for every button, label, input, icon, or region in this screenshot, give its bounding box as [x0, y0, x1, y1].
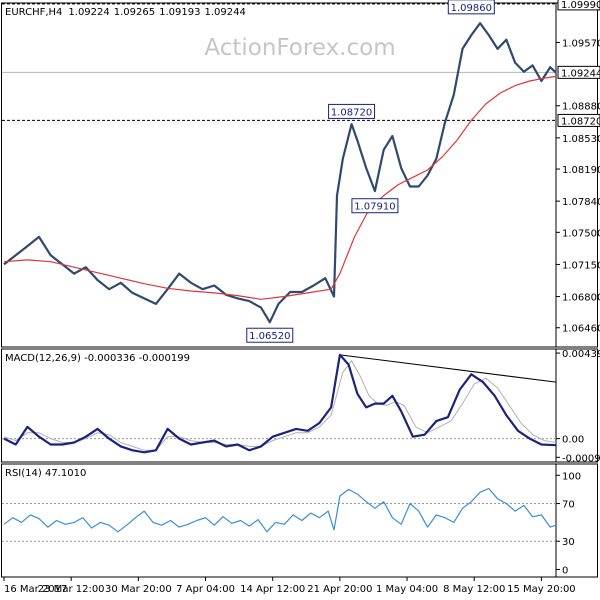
macd-series-signal — [3, 360, 557, 451]
price-tick-label-2: 1.09244 — [561, 68, 600, 79]
price-header-low: 1.09193 — [159, 7, 200, 18]
price-label-box-0 — [557, 0, 600, 11]
price-header-open: 1.09224 — [68, 7, 109, 18]
time-tick-label-7: 8 May 12:00 — [443, 584, 505, 595]
rsi-series — [3, 487, 557, 533]
price-header-close: 1.09244 — [204, 7, 245, 18]
annotation-box-1 — [328, 103, 376, 119]
rsi-panel-frame — [1, 463, 598, 578]
price-header-high: 1.09265 — [114, 7, 155, 18]
price-series-price — [3, 22, 557, 324]
rsi-tick-label-1: 70 — [562, 500, 575, 511]
price-panel: ActionForex.com EURCHF,H4 1.09224 1.09265 1.… — [1, 0, 600, 348]
price-label-box-2 — [557, 65, 600, 79]
annotation-box-2 — [351, 198, 399, 214]
macd-tick-label-1: 0.00 — [562, 435, 584, 446]
price-panel-frame — [1, 2, 598, 348]
time-tick-label-2: 30 Mar 20:00 — [105, 584, 172, 595]
annotation-label-3: 1.09860 — [451, 3, 492, 14]
price-tick-label-11: 1.06460 — [562, 324, 600, 335]
annotation-box-3 — [447, 0, 495, 15]
time-tick-label-5: 21 Apr 20:00 — [307, 584, 372, 595]
annotation-box-0 — [246, 327, 294, 343]
macd-series-macd — [3, 353, 557, 454]
watermark: ActionForex.com — [204, 35, 395, 61]
annotation-label-1: 1.08720 — [331, 107, 372, 118]
rsi-tick-label-2: 30 — [562, 537, 575, 548]
price-header-symbol: EURCHF,H4 — [5, 7, 62, 18]
price-tick-label-5: 1.08530 — [562, 134, 600, 145]
time-tick-label-3: 7 Apr 04:00 — [176, 584, 235, 595]
rsi-tick-label-3: 0 — [562, 565, 568, 576]
time-tick-label-6: 1 May 04:00 — [376, 584, 438, 595]
rsi-tick-label-0: 100 — [562, 471, 581, 482]
macd-panel-frame — [1, 348, 598, 463]
macd-tick-label-0: 0.004391 — [562, 349, 600, 360]
time-tick-label-0: 16 Mar 2017 — [4, 584, 67, 595]
price-tick-label-6: 1.08190 — [562, 165, 600, 176]
price-tick-label-7: 1.07840 — [562, 197, 600, 208]
price-tick-label-9: 1.07150 — [562, 260, 600, 271]
macd-header: MACD(12,26,9) -0.000336 -0.000199 — [5, 353, 190, 364]
price-tick-label-3: 1.08880 — [562, 102, 600, 113]
price-tick-label-1: 1.09570 — [562, 38, 600, 49]
time-tick-label-8: 15 May 20:00 — [507, 584, 576, 595]
price-tick-label-0: 1.09990 — [561, 0, 600, 11]
price-series-ma — [3, 75, 557, 300]
macd-trendline — [339, 354, 557, 383]
price-header: EURCHF,H4 1.09224 1.09265 1.09193 1.09244 — [5, 7, 246, 18]
macd-tick-label-2: -0.000961 — [562, 453, 600, 464]
price-tick-label-8: 1.07500 — [562, 228, 600, 239]
price-tick-label-10: 1.06800 — [562, 293, 600, 304]
annotation-label-0: 1.06520 — [249, 331, 290, 342]
price-tick-label-4: 1.08720 — [561, 116, 600, 127]
macd-panel: MACD(12,26,9) -0.000336 -0.000199 0.00439… — [1, 348, 600, 464]
rsi-panel: RSI(14) 47.1010 100 70 30 0 — [1, 463, 598, 578]
time-tick-label-4: 14 Apr 12:00 — [240, 584, 305, 595]
rsi-header: RSI(14) 47.1010 — [5, 468, 86, 479]
price-label-box-4 — [557, 113, 600, 127]
time-tick-label-1: 23 Mar 12:00 — [38, 584, 105, 595]
annotation-label-2: 1.07910 — [354, 202, 395, 213]
